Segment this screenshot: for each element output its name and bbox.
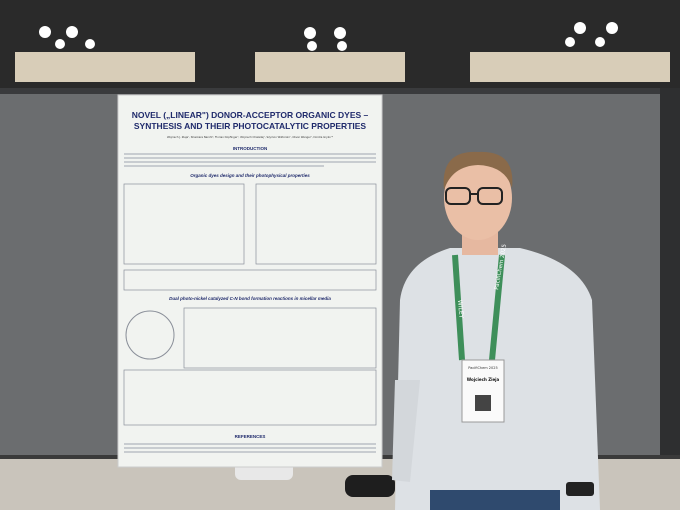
badge-name: Wojciech Zieja	[467, 377, 500, 382]
board-frame	[0, 88, 680, 94]
section-heading: Organic dyes design and their photophysi…	[190, 173, 310, 178]
ceiling-lights	[39, 22, 618, 51]
micelle-diagram	[125, 310, 175, 360]
arm	[392, 380, 420, 482]
qr-code	[475, 395, 491, 411]
jeans	[430, 490, 560, 510]
section-heading: INTRODUCTION	[233, 146, 268, 151]
board-frame	[660, 88, 680, 458]
text-lines	[124, 153, 376, 167]
lanyard-text: WILEY	[456, 300, 465, 319]
diagrams	[123, 183, 377, 291]
shoe	[345, 475, 395, 497]
lanyard	[452, 254, 505, 361]
hair	[443, 151, 513, 190]
ceiling-panel	[255, 52, 405, 82]
text-lines	[124, 443, 376, 453]
ceiling-panel	[15, 52, 195, 82]
glasses	[445, 187, 503, 205]
section-heading: REFERENCES	[235, 434, 266, 439]
section-heading: Dual photo-nickel catalyzed C-N bond for…	[169, 296, 331, 301]
ceiling-panel	[470, 52, 670, 82]
poster-title: SYNTHESIS AND THEIR PHOTOCATALYTIC PROPE…	[134, 121, 367, 131]
badge-event: PacifiChem 2025	[468, 366, 497, 370]
poster-authors: Wojciech J. Zieja¹, Shankara Narohl², Fl…	[167, 135, 334, 139]
poster-title: NOVEL („LINEAR") DONOR-ACCEPTOR ORGANIC …	[132, 110, 369, 120]
name-badge	[461, 359, 505, 423]
diagrams	[123, 307, 377, 426]
watch	[566, 482, 594, 496]
